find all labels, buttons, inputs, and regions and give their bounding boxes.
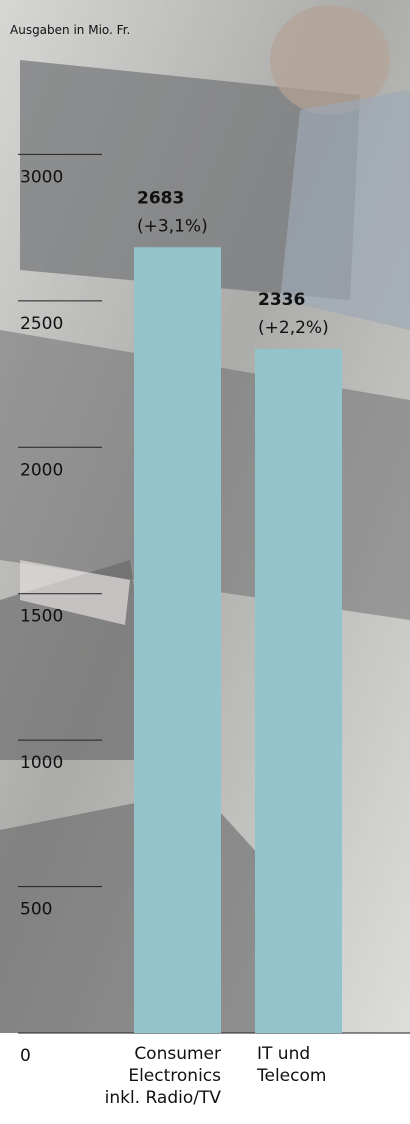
y-tick-label: 2500 bbox=[20, 314, 63, 334]
change-label: (+2,2%) bbox=[258, 318, 329, 338]
y-tick-label: 1000 bbox=[20, 753, 63, 773]
y-tick-label: 500 bbox=[20, 900, 52, 920]
x-tick-label: Consumer Electronics inkl. Radio/TV bbox=[104, 1044, 221, 1108]
chart-subtitle: Ausgaben in Mio. Fr. bbox=[10, 23, 130, 37]
background-photo bbox=[0, 0, 410, 1033]
value-label: 2683 bbox=[137, 188, 184, 208]
value-label: 2336 bbox=[258, 290, 305, 310]
bar bbox=[134, 247, 221, 1033]
y-tick-label: 3000 bbox=[20, 167, 63, 187]
bar bbox=[255, 348, 342, 1033]
x-tick-label: IT und Telecom bbox=[257, 1044, 327, 1086]
y-tick-label: 0 bbox=[20, 1046, 31, 1066]
y-tick-label: 2000 bbox=[20, 460, 63, 480]
y-tick-label: 1500 bbox=[20, 607, 63, 627]
change-label: (+3,1%) bbox=[137, 216, 208, 236]
